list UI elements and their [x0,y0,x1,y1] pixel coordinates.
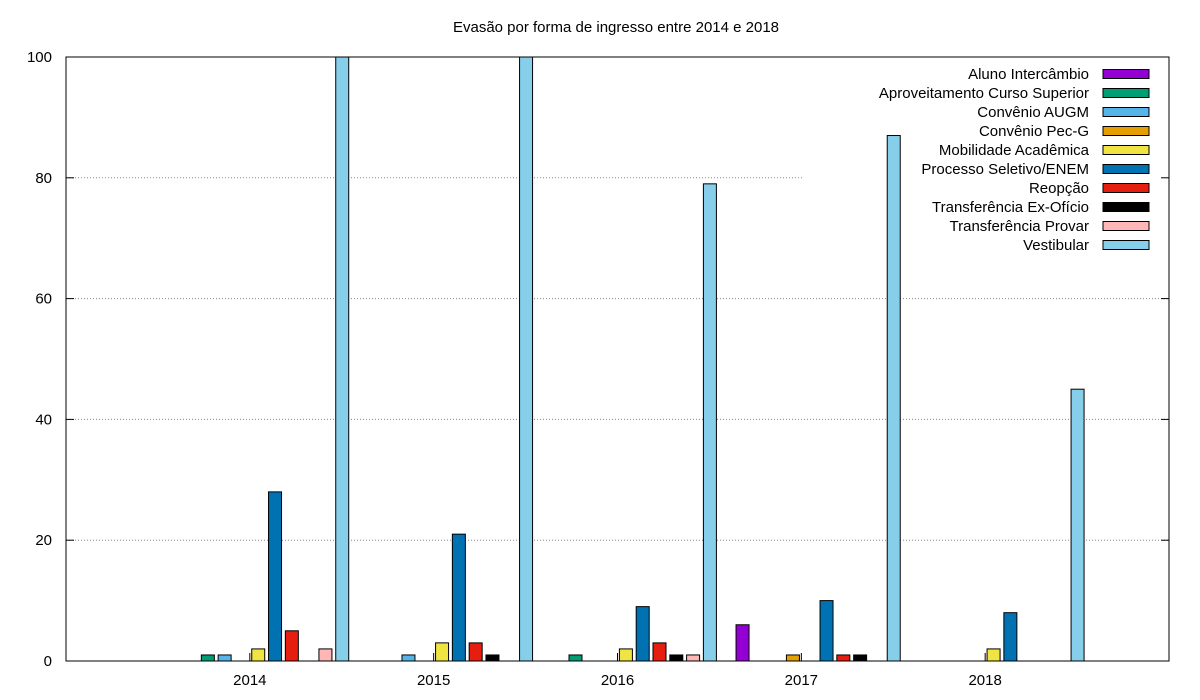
bar [268,491,283,662]
y-tick-label: 80 [35,170,52,187]
y-axis: 0 20 40 60 80 100 [27,49,1169,670]
legend-label: Aproveitamento Curso Superior [879,85,1089,102]
bar [335,56,350,662]
bar [853,654,868,662]
bar [635,606,650,662]
bar [435,642,450,662]
bar [200,654,215,662]
bar [686,654,701,662]
legend-label: Transferência Ex-Ofício [932,199,1089,216]
bar [468,642,483,662]
bar [451,533,466,662]
legend-label: Mobilidade Acadêmica [939,142,1090,159]
bar [785,654,800,662]
bar [886,135,901,662]
bar [669,654,684,662]
legend-swatch [1102,88,1150,98]
bar [735,624,750,662]
legend-label: Transferência Provar [950,218,1090,235]
legend-swatch [1102,107,1150,117]
bar [485,654,500,662]
x-tick-label: 2015 [417,672,450,689]
bar [217,654,232,662]
bar [986,648,1001,662]
legend-swatch [1102,126,1150,136]
bar [401,654,416,662]
y-tick-label: 60 [35,291,52,308]
legend-swatch [1102,240,1150,250]
chart-title: Evasão por forma de ingresso entre 2014 … [453,19,779,36]
x-tick-label: 2018 [968,672,1001,689]
legend-swatch [1102,221,1150,231]
bar [819,600,834,662]
legend-swatch [1102,145,1150,155]
bar [618,648,633,662]
legend-swatch [1102,69,1150,79]
legend-swatch [1102,164,1150,174]
legend-label: Convênio AUGM [977,104,1089,121]
x-tick-label: 2016 [601,672,634,689]
legend-swatch [1102,183,1150,193]
bar [519,56,534,662]
x-axis: 2014 2015 2016 2017 2018 [233,653,1002,689]
legend-label: Convênio Pec-G [979,123,1089,140]
grid-lines [66,177,1169,541]
bar [251,648,266,662]
legend-label: Processo Seletivo/ENEM [921,161,1089,178]
y-tick-label: 40 [35,411,52,428]
bar [568,654,583,662]
legend-label: Vestibular [1023,237,1089,254]
legend-label: Reopção [1029,180,1089,197]
bar [652,642,667,662]
bar [284,630,299,662]
x-tick-label: 2014 [233,672,266,689]
legend-label: Aluno Intercâmbio [968,66,1089,83]
bar [702,183,717,662]
y-tick-label: 20 [35,532,52,549]
y-tick-label: 100 [27,49,52,66]
bar [1070,388,1085,662]
bar [1003,612,1018,662]
legend-swatch [1102,202,1150,212]
legend: Aluno Intercâmbio Aproveitamento Curso Su… [879,66,1150,254]
bar [836,654,851,662]
bar [318,648,333,662]
y-tick-label: 0 [44,653,52,670]
x-tick-label: 2017 [785,672,818,689]
